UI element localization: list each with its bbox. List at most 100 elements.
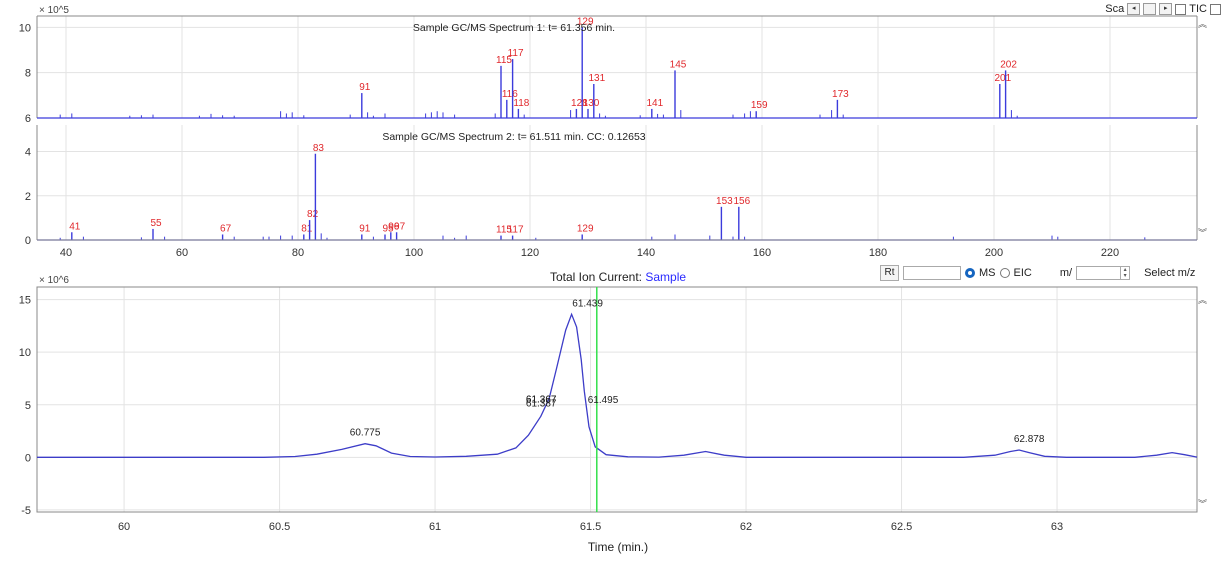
mz-input[interactable]: ▴ ▾ [1076,265,1131,280]
x-tick-label: 40 [60,247,72,259]
peak-label: 130 [583,98,600,109]
peak-label: 156 [733,196,750,207]
spectrum-1-plot: 6 8 10 91 115 116 117 118 128 129 130 131 141 145 159 1… [19,5,1198,125]
x-tick-label: 61.5 [580,521,601,533]
y-tick-label: 0 [25,452,31,464]
peak-label: 129 [577,223,594,234]
x-tick-label: 62 [740,521,752,533]
x-tick-label: 200 [985,247,1003,259]
peak-label: 115 [496,225,512,236]
eic-radio[interactable] [999,267,1010,278]
peak-label: 95 [382,223,394,234]
y-tick-label: 6 [25,113,31,125]
chevron-up-icon[interactable]: ︽ [1197,295,1207,305]
peak-label: 202 [1000,59,1017,70]
y-tick-label: 15 [19,295,31,307]
x-tick-label: 180 [869,247,887,259]
peak-label: 201 [994,73,1011,84]
peak-time-label: 61.495 [588,395,619,406]
chevron-down-icon[interactable]: ︾ [1197,499,1207,509]
tic-title-prefix: Total Ion Current: [550,270,645,284]
chevron-down-icon[interactable]: ︾ [1197,228,1207,238]
y-tick-label: 0 [25,235,31,247]
tic-checkbox[interactable] [1175,3,1187,15]
tic-plot: 60 60.5 61 61.5 62 62.5 63 -5 0 5 10 15 60.775 61.367… [19,270,1198,554]
extra-checkbox[interactable] [1210,3,1221,15]
x-tick-label: 120 [521,247,539,259]
x-tick-label: 160 [753,247,771,259]
peak-label: 96 [388,221,400,232]
mz-label: m/ [1059,266,1073,279]
peak-time-label: 61.439 [572,298,603,309]
spectrum-title: Sample GC/MS Spectrum 1: t= 61.356 min. [413,22,615,34]
peak-label: 117 [508,48,524,59]
peak-label: 153 [716,196,733,207]
peak-label: 55 [150,218,162,229]
y-tick-label: 4 [25,147,31,159]
peak-label: 91 [359,223,371,234]
x-tick-label: 60 [176,247,188,259]
rt-button[interactable]: Rt [880,264,899,281]
peak-label: 128 [571,98,588,109]
peak-time-label-overlap: 61.387 [526,398,557,409]
tic-title-series: Sample [645,270,686,284]
peak-label: 141 [646,98,663,109]
x-tick-label: 62.5 [891,521,912,533]
x-axis-label: Time (min.) [588,540,648,554]
peak-label: 82 [307,209,319,220]
ms-label: MS [979,266,996,279]
tic-axes-frame [36,286,1198,513]
x-tick-label: 60.5 [269,521,290,533]
scroll-right-button[interactable]: ▸ [1159,3,1173,15]
tic-series-line [37,312,1198,458]
peak-label: 145 [670,59,687,70]
ms-radio[interactable] [965,267,975,278]
y-multiplier: × 10^6 [39,275,69,286]
y-tick-label: 8 [25,68,31,80]
x-tick-label: 63 [1051,521,1063,533]
peak-label: 91 [359,82,371,93]
peak-label: 83 [313,143,325,154]
x-tick-label: 220 [1101,247,1119,259]
y-tick-label: -5 [21,505,31,517]
peak-label: 116 [502,89,518,100]
tic-controls: Rt MS EIC m/ ▴ ▾ Select m/z [880,264,1195,281]
peak-label: 81 [301,223,313,234]
peak-label: 41 [69,221,81,232]
peak-label: 97 [394,221,406,232]
x-tick-label: 80 [292,247,304,259]
peak-label: 173 [832,89,849,100]
sca-label: Sca [1105,3,1125,15]
peak-label: 129 [577,16,594,27]
select-mz-label: Select m/z [1144,266,1196,279]
spectrum-title: Sample GC/MS Spectrum 2: t= 61.511 min. … [382,131,645,143]
peak-time-label: 60.775 [350,428,381,439]
scroll-mid-button[interactable] [1143,3,1157,15]
y-tick-label: 2 [25,191,31,203]
x-tick-label: 61 [429,521,441,533]
chevron-up-icon[interactable]: ︽ [1197,19,1207,29]
peak-label: 118 [513,98,529,109]
top-toolbar: Sca ◂ ▸ TIC [1105,2,1221,16]
y-tick-label: 10 [19,22,31,34]
y-multiplier: × 10^5 [39,5,69,16]
peak-time-label: 61.367 [526,394,557,405]
peak-label: 131 [588,73,605,84]
peak-label: 159 [751,100,768,111]
x-tick-label: 100 [405,247,423,259]
rt-input[interactable] [903,265,961,280]
peak-time-label-overlap: 61.367 [526,394,557,405]
tic-label: TIC [1189,3,1207,15]
peak-label: 117 [508,225,524,236]
peak-time-label: 62.878 [1014,434,1045,445]
y-tick-label: 5 [25,400,31,412]
mz-spinner[interactable]: ▴ ▾ [1120,266,1129,279]
peak-label: 67 [220,223,232,234]
scroll-left-button[interactable]: ◂ [1127,3,1141,15]
peak-label: 115 [496,55,512,66]
x-tick-label: 60 [118,521,130,533]
eic-label: EIC [1013,266,1032,279]
y-tick-label: 10 [19,347,31,359]
